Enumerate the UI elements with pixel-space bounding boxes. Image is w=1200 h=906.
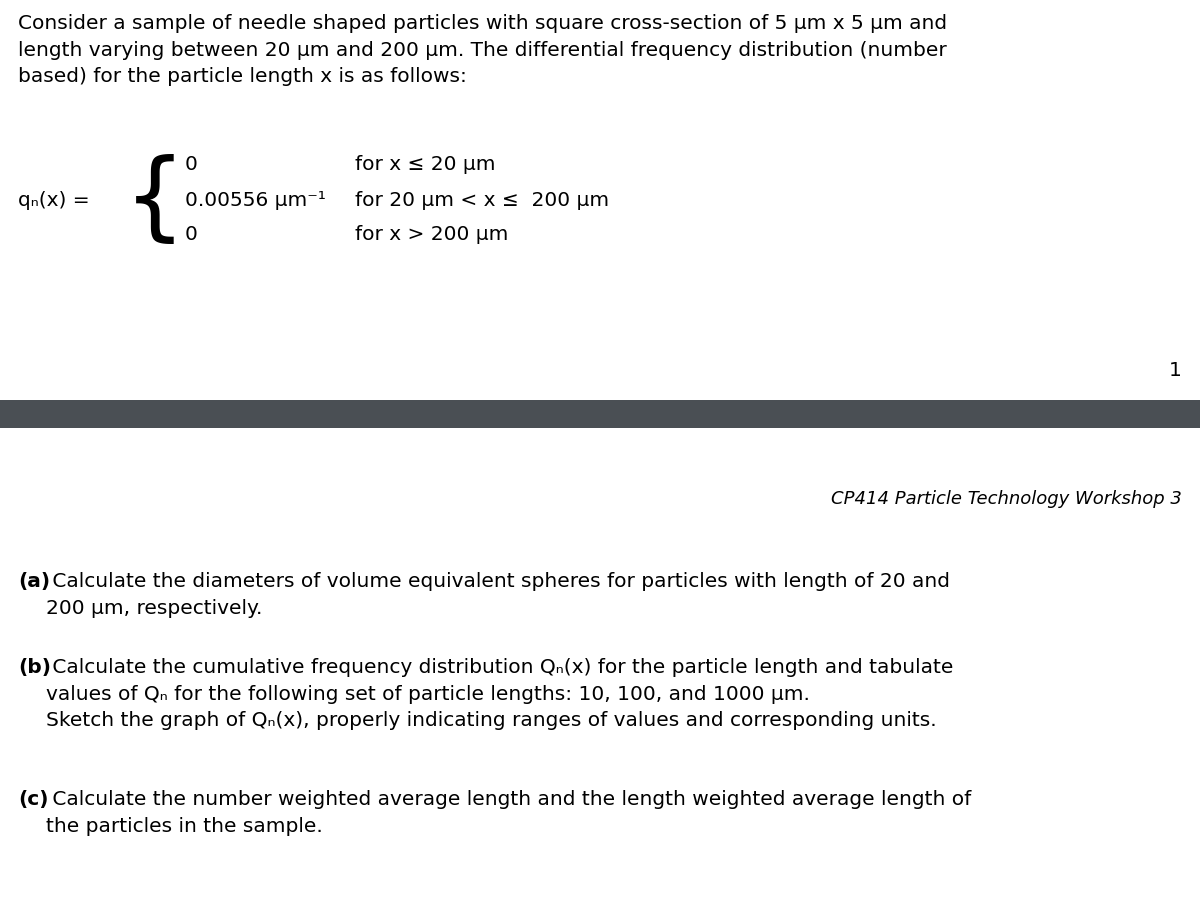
Text: (c): (c) (18, 790, 48, 809)
Text: for x > 200 μm: for x > 200 μm (355, 226, 509, 245)
Text: CP414 Particle Technology Workshop 3: CP414 Particle Technology Workshop 3 (832, 490, 1182, 508)
Text: (a): (a) (18, 572, 50, 591)
Text: 0: 0 (185, 156, 198, 175)
Text: 1: 1 (1169, 361, 1182, 380)
Text: for 20 μm < x ≤  200 μm: for 20 μm < x ≤ 200 μm (355, 190, 610, 209)
Text: Calculate the number weighted average length and the length weighted average len: Calculate the number weighted average le… (46, 790, 971, 835)
Text: Calculate the diameters of volume equivalent spheres for particles with length o: Calculate the diameters of volume equiva… (46, 572, 950, 618)
Text: 0.00556 μm⁻¹: 0.00556 μm⁻¹ (185, 190, 326, 209)
Text: 0: 0 (185, 226, 198, 245)
FancyBboxPatch shape (0, 400, 1200, 428)
Text: qₙ(x) =: qₙ(x) = (18, 190, 90, 209)
Text: Calculate the cumulative frequency distribution Qₙ(x) for the particle length an: Calculate the cumulative frequency distr… (46, 658, 953, 730)
Text: Consider a sample of needle shaped particles with square cross-section of 5 μm x: Consider a sample of needle shaped parti… (18, 14, 947, 86)
Text: (b): (b) (18, 658, 50, 677)
Text: {: { (124, 153, 186, 246)
Text: for x ≤ 20 μm: for x ≤ 20 μm (355, 156, 496, 175)
